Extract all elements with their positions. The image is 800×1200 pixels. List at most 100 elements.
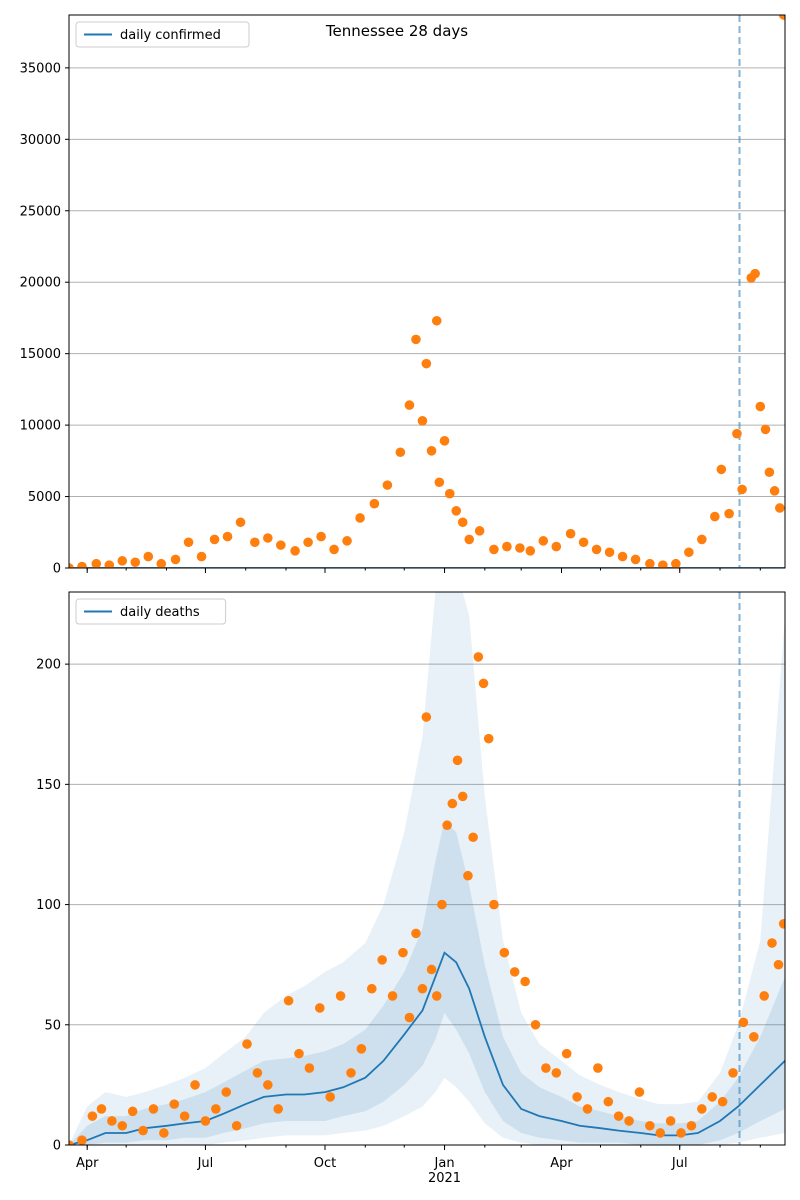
data-point <box>369 498 380 509</box>
data-point <box>148 1104 159 1114</box>
data-point <box>138 1125 148 1136</box>
data-point <box>489 544 499 555</box>
data-point <box>355 513 365 523</box>
data-point <box>750 268 760 279</box>
legend-label: daily deaths <box>120 605 200 620</box>
x-year-label: 2021 <box>428 1171 461 1186</box>
data-point <box>231 1120 242 1131</box>
data-point <box>749 1032 759 1042</box>
data-point <box>382 480 393 490</box>
y-tick-label: 0 <box>53 1139 61 1154</box>
data-point <box>77 561 87 568</box>
data-point <box>773 959 784 970</box>
data-point <box>143 551 154 562</box>
data-point <box>221 1087 232 1097</box>
data-point <box>613 1111 624 1121</box>
y-tick-label: 5000 <box>28 490 61 505</box>
data-point <box>444 488 455 499</box>
data-point <box>551 541 562 552</box>
data-point <box>473 652 484 662</box>
data-point <box>775 503 785 513</box>
data-point <box>434 477 445 488</box>
legend-box <box>75 21 250 48</box>
data-point <box>655 1128 666 1138</box>
data-point <box>335 991 346 1001</box>
confirmed-panel: 0 5000 10000 15000 20000 25000 30000 35000 daily… <box>20 14 786 577</box>
data-point <box>617 551 628 562</box>
data-point <box>509 967 520 977</box>
data-point <box>489 899 499 910</box>
data-point <box>468 832 478 843</box>
data-point <box>156 558 167 568</box>
data-point <box>242 1039 252 1049</box>
x-tick-label: Oct <box>314 1156 336 1171</box>
data-point <box>346 1068 356 1078</box>
data-point <box>451 506 462 516</box>
data-point <box>591 544 602 555</box>
data-point <box>499 947 510 958</box>
x-tick-label: Apr <box>76 1156 99 1171</box>
plot-frame <box>68 591 786 1146</box>
data-point <box>671 558 681 568</box>
data-point <box>603 1096 614 1107</box>
data-point <box>200 1116 211 1126</box>
data-point <box>457 517 468 528</box>
data-point <box>159 1128 169 1138</box>
data-point <box>707 1092 718 1102</box>
data-point <box>686 1120 697 1131</box>
data-point <box>179 1111 190 1121</box>
plot-area <box>69 592 785 1145</box>
data-point <box>738 1017 749 1028</box>
data-point <box>593 1063 603 1073</box>
x-tick-label: Apr <box>550 1156 573 1171</box>
data-point <box>426 446 437 456</box>
data-point <box>582 1104 593 1114</box>
data-point <box>169 1099 180 1109</box>
data-point <box>377 955 387 965</box>
data-point <box>69 563 74 568</box>
data-point <box>421 712 432 722</box>
uncertainty-band-inner <box>69 820 785 1145</box>
data-point <box>316 531 326 542</box>
data-point <box>252 1068 263 1078</box>
data-point <box>130 557 141 568</box>
data-point <box>716 464 727 475</box>
y-tick-label: 35000 <box>20 61 61 76</box>
data-point <box>624 1116 634 1126</box>
data-point <box>211 1104 221 1114</box>
data-point <box>474 526 485 536</box>
data-point <box>565 528 576 539</box>
data-point <box>697 1104 707 1114</box>
data-point <box>769 486 780 496</box>
data-point <box>551 1068 562 1078</box>
y-tick-label: 50 <box>44 1018 61 1033</box>
data-point <box>463 870 473 881</box>
data-point <box>760 424 771 435</box>
data-point <box>235 517 246 528</box>
x-tick-label: Jan <box>434 1156 455 1171</box>
data-point <box>431 315 442 326</box>
data-point <box>457 791 468 802</box>
data-point <box>530 1019 541 1030</box>
data-point <box>329 544 339 555</box>
data-point <box>303 537 313 548</box>
data-point <box>541 1063 551 1073</box>
data-point <box>604 547 615 558</box>
data-point <box>170 554 181 565</box>
data-point <box>273 1104 284 1114</box>
data-point <box>91 558 102 568</box>
data-point <box>127 1106 138 1117</box>
data-point <box>209 534 220 545</box>
y-tick-label: 10000 <box>20 419 61 434</box>
legend-box <box>75 598 227 625</box>
data-point <box>538 536 549 546</box>
data-point <box>737 484 747 495</box>
data-point <box>697 534 707 545</box>
plot-frame <box>68 14 786 569</box>
data-point <box>767 938 777 948</box>
data-point <box>196 551 207 562</box>
data-point <box>411 334 421 345</box>
data-point <box>634 1087 645 1097</box>
data-point <box>395 447 406 458</box>
